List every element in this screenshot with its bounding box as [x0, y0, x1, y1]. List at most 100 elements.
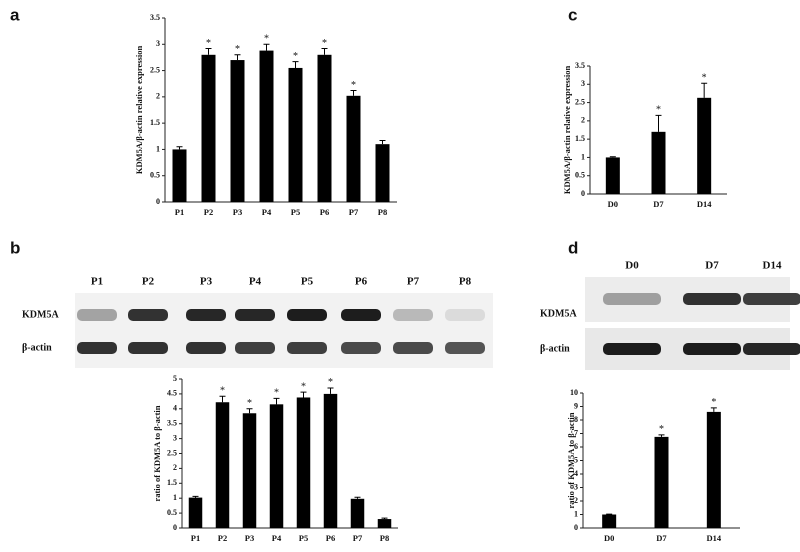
bar: [288, 67, 303, 202]
bar: [346, 95, 361, 202]
bar: [172, 149, 187, 202]
error-bar: [381, 517, 388, 520]
error-bar: [292, 61, 299, 68]
y-tick-label: 1: [574, 509, 578, 518]
significance-label: *: [322, 38, 327, 49]
row-label: KDM5A: [22, 309, 59, 320]
x-tick-label: D0: [604, 533, 614, 543]
bar: [201, 54, 216, 202]
error-bar: [205, 47, 212, 55]
significance-label: *: [274, 388, 279, 399]
significance-label: *: [301, 381, 306, 392]
y-tick-label: 3: [574, 482, 578, 491]
bar: [259, 50, 274, 202]
x-tick-label: P5: [299, 533, 308, 543]
lane-label: P5: [301, 276, 314, 288]
y-tick-label: 2: [574, 496, 578, 505]
panel-label: b: [10, 238, 20, 257]
y-axis-label: ratio of KDM5A to β-actin: [152, 405, 162, 501]
error-bar: [701, 82, 708, 98]
bar: [654, 436, 669, 528]
x-tick-label: D7: [656, 533, 667, 543]
blot-band: [235, 309, 275, 321]
x-tick-label: P8: [380, 533, 389, 543]
lane-label: P1: [91, 276, 103, 288]
y-axis-label: KDM5A/β-actin relative expression: [134, 46, 144, 175]
bar: [605, 157, 620, 194]
x-tick-label: P4: [272, 533, 282, 543]
y-tick-label: 4: [173, 404, 177, 413]
significance-label: *: [247, 398, 252, 409]
lane-label: P7: [407, 276, 420, 288]
bar: [706, 411, 721, 528]
bar: [317, 54, 332, 202]
blot-band: [128, 309, 168, 321]
y-tick-label: 0.5: [575, 171, 585, 180]
y-tick-label: 3.5: [575, 61, 585, 70]
lane-label: D0: [625, 260, 639, 272]
blot-band: [77, 309, 117, 321]
blot-band: [77, 342, 117, 354]
y-tick-label: 0: [574, 523, 578, 532]
y-tick-label: 3.5: [150, 13, 160, 22]
bar: [323, 393, 338, 528]
panel-label: a: [10, 5, 20, 24]
error-bar: [273, 397, 280, 405]
y-tick-label: 2.5: [575, 97, 585, 106]
y-tick-label: 1: [173, 493, 177, 502]
blot-band: [743, 293, 800, 305]
y-tick-label: 1.5: [167, 478, 177, 487]
x-tick-label: P7: [349, 207, 359, 217]
blot-band: [287, 309, 327, 321]
bar: [269, 404, 284, 528]
blot-band: [341, 309, 381, 321]
x-tick-label: P6: [326, 533, 335, 543]
y-tick-label: 5: [574, 455, 578, 464]
significance-label: *: [656, 105, 661, 116]
x-tick-label: P5: [291, 207, 300, 217]
bar: [215, 402, 230, 528]
significance-label: *: [206, 38, 211, 49]
y-tick-label: 3: [173, 433, 177, 442]
error-bar: [219, 395, 226, 403]
x-tick-label: D14: [697, 199, 712, 209]
x-tick-label: D0: [608, 199, 618, 209]
blot-band: [445, 309, 485, 321]
error-bar: [321, 47, 328, 55]
error-bar: [246, 408, 253, 414]
blot-band: [603, 293, 661, 305]
bar: [296, 397, 311, 528]
y-tick-label: 0: [156, 197, 160, 206]
error-bar: [263, 43, 270, 51]
blot-image: [75, 293, 493, 368]
blot-band: [683, 293, 741, 305]
x-tick-label: P7: [353, 533, 363, 543]
bar: [602, 514, 617, 528]
lane-label: P3: [200, 276, 213, 288]
y-tick-label: 1: [581, 152, 585, 161]
x-tick-label: P1: [175, 207, 184, 217]
blot-band: [393, 309, 433, 321]
lane-label: D14: [763, 260, 782, 272]
y-tick-label: 10: [570, 388, 578, 397]
y-tick-label: 1.5: [575, 134, 585, 143]
significance-label: *: [702, 72, 707, 83]
y-tick-label: 9: [574, 401, 578, 410]
error-bar: [234, 54, 241, 61]
y-tick-label: 2: [581, 116, 585, 125]
significance-label: *: [264, 34, 269, 45]
bar: [230, 60, 245, 202]
significance-label: *: [293, 51, 298, 62]
error-bar: [300, 391, 307, 398]
y-tick-label: 2.5: [150, 65, 160, 74]
error-bar: [655, 114, 662, 132]
error-bar: [350, 90, 357, 96]
lane-label: D7: [705, 260, 719, 272]
blot-band: [683, 343, 741, 355]
blot-band: [128, 342, 168, 354]
bar: [375, 144, 390, 202]
bar: [242, 413, 257, 528]
blot-band: [603, 343, 661, 355]
blot-band: [287, 342, 327, 354]
y-tick-label: 3: [581, 79, 585, 88]
